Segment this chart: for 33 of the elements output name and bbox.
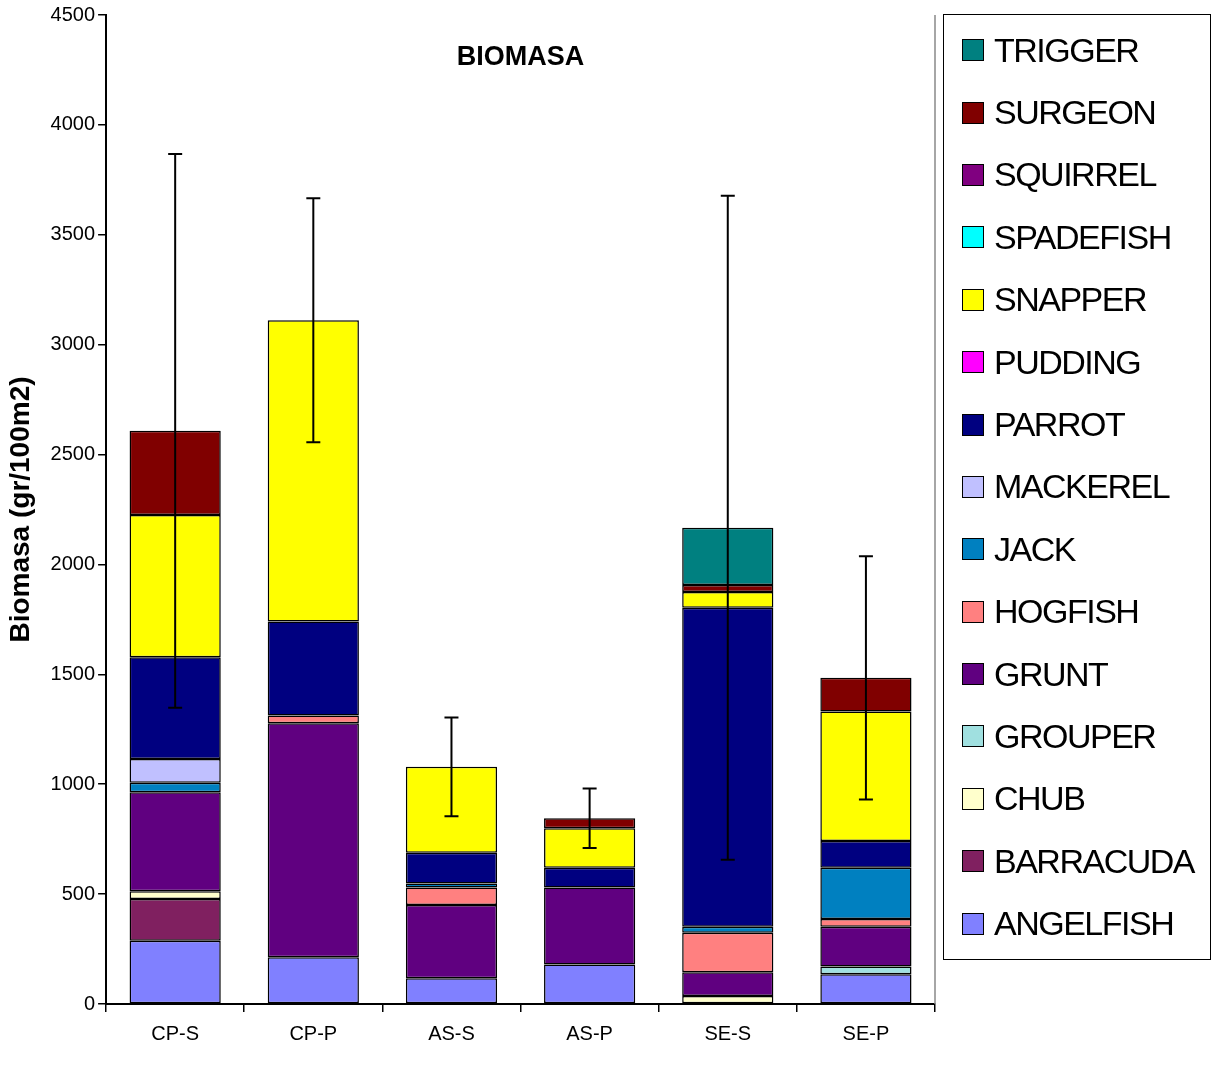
y-tick-label: 2000 bbox=[50, 551, 96, 574]
x-tick-label: CP-P bbox=[289, 1021, 338, 1044]
x-tick-label: SE-P bbox=[842, 1021, 890, 1044]
legend-label: CHUB bbox=[994, 779, 1085, 819]
legend-label: SPADEFISH bbox=[994, 217, 1171, 257]
y-tick-label: 500 bbox=[61, 881, 96, 904]
legend-label: MACKEREL bbox=[994, 467, 1170, 507]
legend-label: GRUNT bbox=[994, 654, 1108, 694]
y-tick-label: 3000 bbox=[50, 332, 96, 355]
y-tick-label: 3500 bbox=[50, 222, 96, 245]
legend-label: PARROT bbox=[994, 405, 1125, 445]
legend-label: SNAPPER bbox=[994, 280, 1146, 320]
x-tick-label: AS-P bbox=[566, 1021, 613, 1044]
y-axis-title: Biomasa (gr/100m2) bbox=[3, 376, 35, 643]
legend-label: SURGEON bbox=[994, 93, 1156, 133]
y-tick-label: 4000 bbox=[50, 112, 96, 135]
legend-label: JACK bbox=[994, 529, 1075, 569]
x-tick-label: AS-S bbox=[428, 1021, 475, 1044]
legend-label: TRIGGER bbox=[994, 30, 1139, 70]
legend-label: SQUIRREL bbox=[994, 155, 1156, 195]
x-tick-label: CP-S bbox=[151, 1021, 200, 1044]
legend-label: HOGFISH bbox=[994, 592, 1139, 632]
legend-label: BARRACUDA bbox=[994, 841, 1194, 881]
y-tick-label: 1500 bbox=[50, 661, 96, 684]
y-tick-label: 2500 bbox=[50, 442, 96, 465]
legend-label: ANGELFISH bbox=[994, 904, 1174, 944]
y-tick-label: 4500 bbox=[50, 2, 96, 25]
legend-label: PUDDING bbox=[994, 342, 1141, 382]
y-tick-label: 1000 bbox=[50, 771, 96, 794]
legend-label: GROUPER bbox=[994, 716, 1156, 756]
text: BIOMASA bbox=[456, 41, 585, 72]
x-tick-label: SE-S bbox=[704, 1021, 752, 1044]
y-tick-label: 0 bbox=[83, 991, 96, 1014]
